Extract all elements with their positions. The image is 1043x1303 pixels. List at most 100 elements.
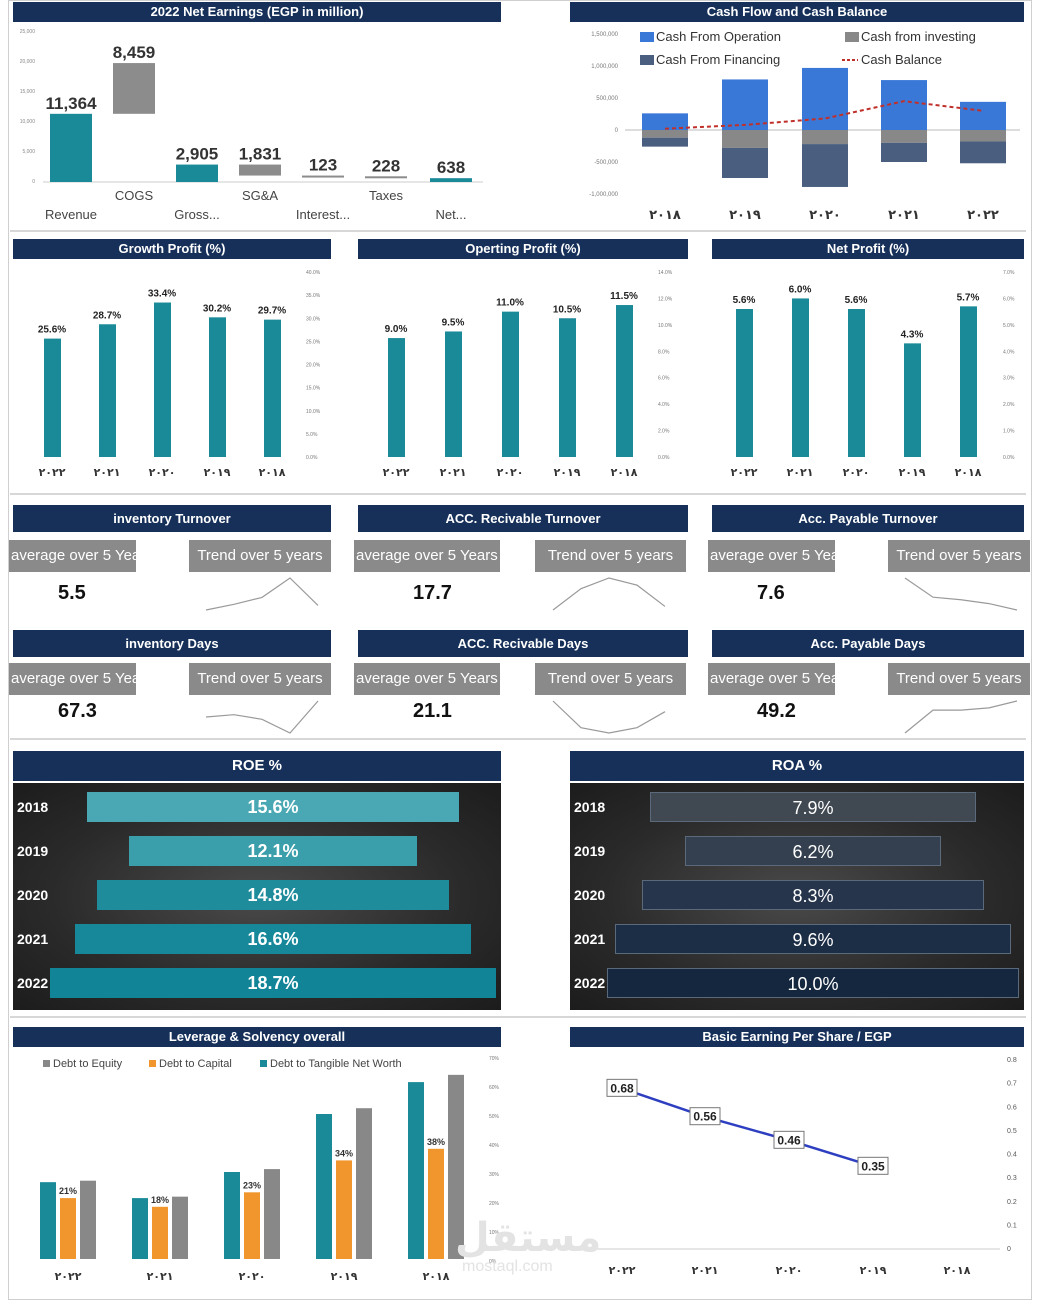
growth-title: Growth Profit (%) — [13, 239, 331, 259]
profit-bar — [445, 331, 462, 457]
kpi-title: Acc. Payable Days — [712, 630, 1024, 657]
hbar: 10.0% — [607, 968, 1019, 998]
cash-balance-line — [664, 100, 984, 130]
debt-tangible-bar — [40, 1182, 56, 1259]
bar-value-label: 9.5% — [442, 317, 465, 328]
bar-value-label: 11.0% — [496, 298, 524, 309]
x-tick-label: ٢٠١٩ — [204, 467, 231, 479]
net-title: Net Profit (%) — [712, 239, 1024, 259]
profit-bar — [502, 311, 519, 457]
debt-equity-bar — [264, 1169, 280, 1259]
bar-value-label: 5.7% — [957, 292, 980, 303]
cash-operation-bar — [722, 79, 768, 130]
net-profit-chart: 7.0% 6.0% 5.0% 4.0% 3.0% 2.0% 1.0% 0.0% 5.6% ٢٠٢٢… — [731, 270, 1015, 479]
x-tick-label: ٢٠١٩ — [331, 1271, 358, 1283]
waterfall-category-label: Revenue — [45, 207, 97, 222]
hbar-row: 2021 9.6% — [570, 921, 1024, 957]
separator — [10, 738, 1026, 740]
y-tick-label: 25.0% — [306, 339, 321, 345]
hbar: 12.1% — [128, 836, 418, 866]
kpi-value: 17.7 — [413, 582, 452, 604]
y-tick-label: 30.0% — [306, 316, 321, 322]
y-tick-label: 0 — [1007, 1246, 1011, 1253]
waterfall-value-label: 638 — [437, 158, 465, 177]
legend-swatch — [640, 32, 654, 42]
x-tick-label: ٢٠٢٠ — [809, 207, 841, 222]
kpi-trend-label: Trend over 5 years — [888, 540, 1030, 572]
kpi-trend-sparkline — [552, 700, 666, 734]
y-tick-label: 0.0% — [1003, 455, 1015, 461]
y-tick-label: 0.4 — [1007, 1152, 1017, 1159]
y-tick-label: 20,000 — [20, 59, 36, 65]
waterfall-category-label: Interest... — [296, 207, 350, 222]
watermark-latin: mostaql.com — [462, 1258, 553, 1275]
eps-value-label: 0.46 — [777, 1133, 801, 1147]
cash-financing-bar — [881, 142, 927, 162]
eps-label-box — [689, 1107, 721, 1126]
dashboard-frame — [8, 0, 1032, 1300]
y-tick-label: 6.0% — [1003, 296, 1015, 302]
y-tick-label: 1.0% — [1003, 429, 1015, 435]
x-tick-label: ٢٠١٨ — [611, 467, 638, 479]
x-tick-label: ٢٠٢٢ — [39, 467, 66, 479]
y-tick-label: 0.0% — [658, 455, 670, 461]
y-tick-label: 0.5 — [1007, 1128, 1017, 1135]
waterfall-value-label: 123 — [309, 156, 337, 175]
y-tick-label: 4.0% — [1003, 349, 1015, 355]
waterfall-category-label: COGS — [115, 188, 154, 203]
hbar-row: 2021 16.6% — [13, 921, 501, 957]
year-label: 2019 — [17, 843, 49, 859]
operating-profit-chart: 14.0% 12.0% 10.0% 8.0% 6.0% 4.0% 2.0% 0.0% 9.0% ٢… — [383, 270, 673, 479]
debt-capital-bar — [60, 1198, 76, 1259]
waterfall-value-label: 2,905 — [176, 145, 219, 164]
y-tick-label: 10.0% — [658, 323, 673, 329]
debt-equity-bar — [356, 1108, 372, 1259]
legend-swatch — [845, 32, 859, 42]
kpi-trend-label: Trend over 5 years — [535, 540, 686, 572]
profit-bar — [736, 309, 753, 457]
y-tick-label: 2.0% — [1003, 402, 1015, 408]
eps-title: Basic Earning Per Share / EGP — [570, 1027, 1024, 1047]
waterfall-category-label: Taxes — [369, 188, 403, 203]
y-tick-label: 25,000 — [20, 29, 36, 35]
bar-value-label: 29.7% — [258, 306, 286, 317]
waterfall-value-label: 11,364 — [45, 94, 97, 113]
legend-label: Cash From Financing — [656, 52, 780, 67]
hbar: 8.3% — [642, 880, 984, 910]
kpi-trend-label: Trend over 5 years — [189, 663, 331, 695]
y-tick-label: 0 — [32, 179, 35, 185]
debt-capital-bar — [336, 1160, 352, 1259]
y-tick-label: 20.0% — [306, 363, 321, 369]
x-tick-label: ٢٠٢٢ — [383, 467, 410, 479]
y-tick-label: 500,000 — [596, 96, 618, 102]
x-tick-label: ٢٠٢٢ — [731, 467, 758, 479]
profit-bar — [960, 306, 977, 457]
debt-equity-bar — [172, 1196, 188, 1259]
bar-value-label: 33.4% — [148, 289, 176, 300]
cash-operation-bar — [960, 101, 1006, 130]
kpi-average-label: average over 5 Years — [354, 540, 500, 572]
y-tick-label: 15,000 — [20, 89, 36, 95]
bar-value-label: 18% — [151, 1195, 169, 1205]
kpi-title: ACC. Recivable Days — [358, 630, 688, 657]
x-tick-label: ٢٠٢٠ — [149, 467, 176, 479]
x-tick-label: ٢٠٢٢ — [609, 1265, 636, 1277]
profit-bar — [904, 343, 921, 457]
kpi-title: inventory Days — [13, 630, 331, 657]
debt-equity-bar — [448, 1074, 464, 1259]
profit-bar — [559, 318, 576, 457]
hbar-row: 2018 15.6% — [13, 789, 501, 825]
bar-value-label: 34% — [335, 1148, 353, 1158]
y-tick-label: 4.0% — [658, 402, 670, 408]
y-tick-label: 10.0% — [306, 409, 321, 415]
waterfall-category-label: Gross... — [174, 207, 220, 222]
bar-value-label: 23% — [243, 1180, 261, 1190]
y-tick-label: 0% — [489, 1259, 497, 1265]
eps-label-box — [606, 1078, 638, 1097]
hbar: 6.2% — [685, 836, 941, 866]
sparkline — [904, 700, 1018, 734]
year-label: 2022 — [574, 975, 606, 991]
waterfall-bar — [430, 178, 472, 182]
year-label: 2019 — [574, 843, 606, 859]
y-tick-label: 0.0% — [306, 455, 318, 461]
